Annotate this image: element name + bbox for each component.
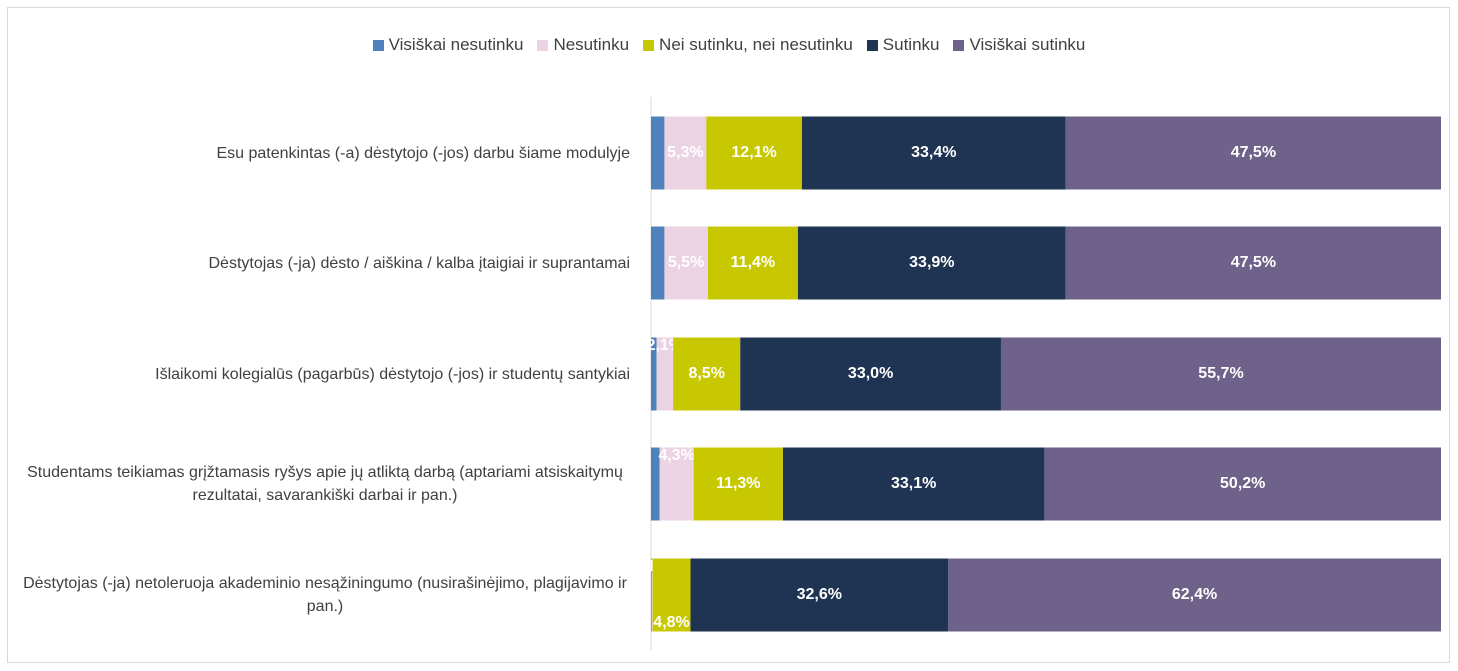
bar-segment [673,337,741,411]
legend-item: Nei sutinku, nei nesutinku [643,35,853,55]
legend-swatch [866,39,878,51]
bar-segment [782,447,1045,521]
data-label: 62,4% [1172,586,1217,603]
category-label: Esu patenkintas (-a) dėstytojo (-jos) da… [216,144,630,162]
data-label: 32,6% [797,586,842,603]
bar-segment [1044,447,1441,521]
data-label: 5,3% [667,144,703,161]
category-label-box: Esu patenkintas (-a) dėstytojo (-jos) da… [10,117,630,190]
category-label: Studentams teikiamas grįžtamasis ryšys a… [27,464,623,504]
bar-segment [740,337,1001,411]
legend-label: Nesutinku [553,35,630,54]
category-label-box: Dėstytojas (-ja) dėsto / aiškina / kalba… [10,227,630,300]
data-label: 33,4% [911,144,956,161]
bar-segment [652,558,691,632]
chart-frame [7,7,1450,663]
legend-swatch [953,39,965,51]
category-label: Dėstytojas (-ja) dėsto / aiškina / kalba… [208,254,630,272]
category-label-box: Išlaikomi kolegialūs (pagarbūs) dėstytoj… [10,338,630,411]
data-label: 47,5% [1231,144,1276,161]
data-label: 11,3% [716,475,760,492]
bar-segment [659,447,694,521]
bar-segment [651,226,665,300]
legend-swatch [643,39,655,51]
bar-segment [948,558,1441,632]
legend-item: Nesutinku [537,35,629,55]
bar-segment [693,447,783,521]
legend-label: Sutinku [882,35,940,54]
bar-segment [651,116,665,190]
bar-segment [706,116,802,190]
data-label: 8,5% [688,365,724,382]
legend-item: Visiškai sutinku [953,35,1085,55]
data-label: 33,0% [848,365,893,382]
bar-segment [707,226,798,300]
data-label: 4,3% [658,447,694,464]
legend-item: Sutinku [866,35,940,55]
data-label: 12,1% [731,144,776,161]
bar-segment [651,558,652,632]
legend: Visiškai nesutinku Nesutinku Nei sutinku, … [0,35,1458,55]
data-label: 50,2% [1220,475,1265,492]
bar-segment [1065,116,1441,190]
legend-label: Visiškai sutinku [969,35,1086,54]
bar-segment [1000,337,1441,411]
bar-segment [651,447,660,521]
bar-segment [664,116,707,190]
bar-segment [797,226,1066,300]
data-label: 47,5% [1231,254,1276,271]
bar-segment [1065,226,1441,300]
data-label: 4,8% [653,614,689,631]
legend-item: Visiškai nesutinku [372,35,524,55]
data-label: 55,7% [1198,365,1243,382]
category-label-box: Studentams teikiamas grįžtamasis ryšys a… [10,448,630,521]
bar-segment [801,116,1066,190]
category-label: Išlaikomi kolegialūs (pagarbūs) dėstytoj… [155,365,630,383]
data-label: 11,4% [731,254,775,271]
legend-swatch [372,39,384,51]
bar-segment [651,337,657,411]
category-label-box: Dėstytojas (-ja) netoleruoja akademinio … [10,559,630,632]
legend-swatch [537,39,549,51]
legend-label: Visiškai nesutinku [388,35,524,54]
category-label: Dėstytojas (-ja) netoleruoja akademinio … [23,575,627,615]
legend-label: Nei sutinku, nei nesutinku [659,35,853,54]
bar-segment [664,226,708,300]
data-label: 33,1% [891,475,936,492]
bar-segment [690,558,949,632]
bar-segment [651,558,653,632]
bar-segment [656,337,674,411]
data-label: 5,5% [668,254,704,271]
data-label: 33,9% [909,254,954,271]
